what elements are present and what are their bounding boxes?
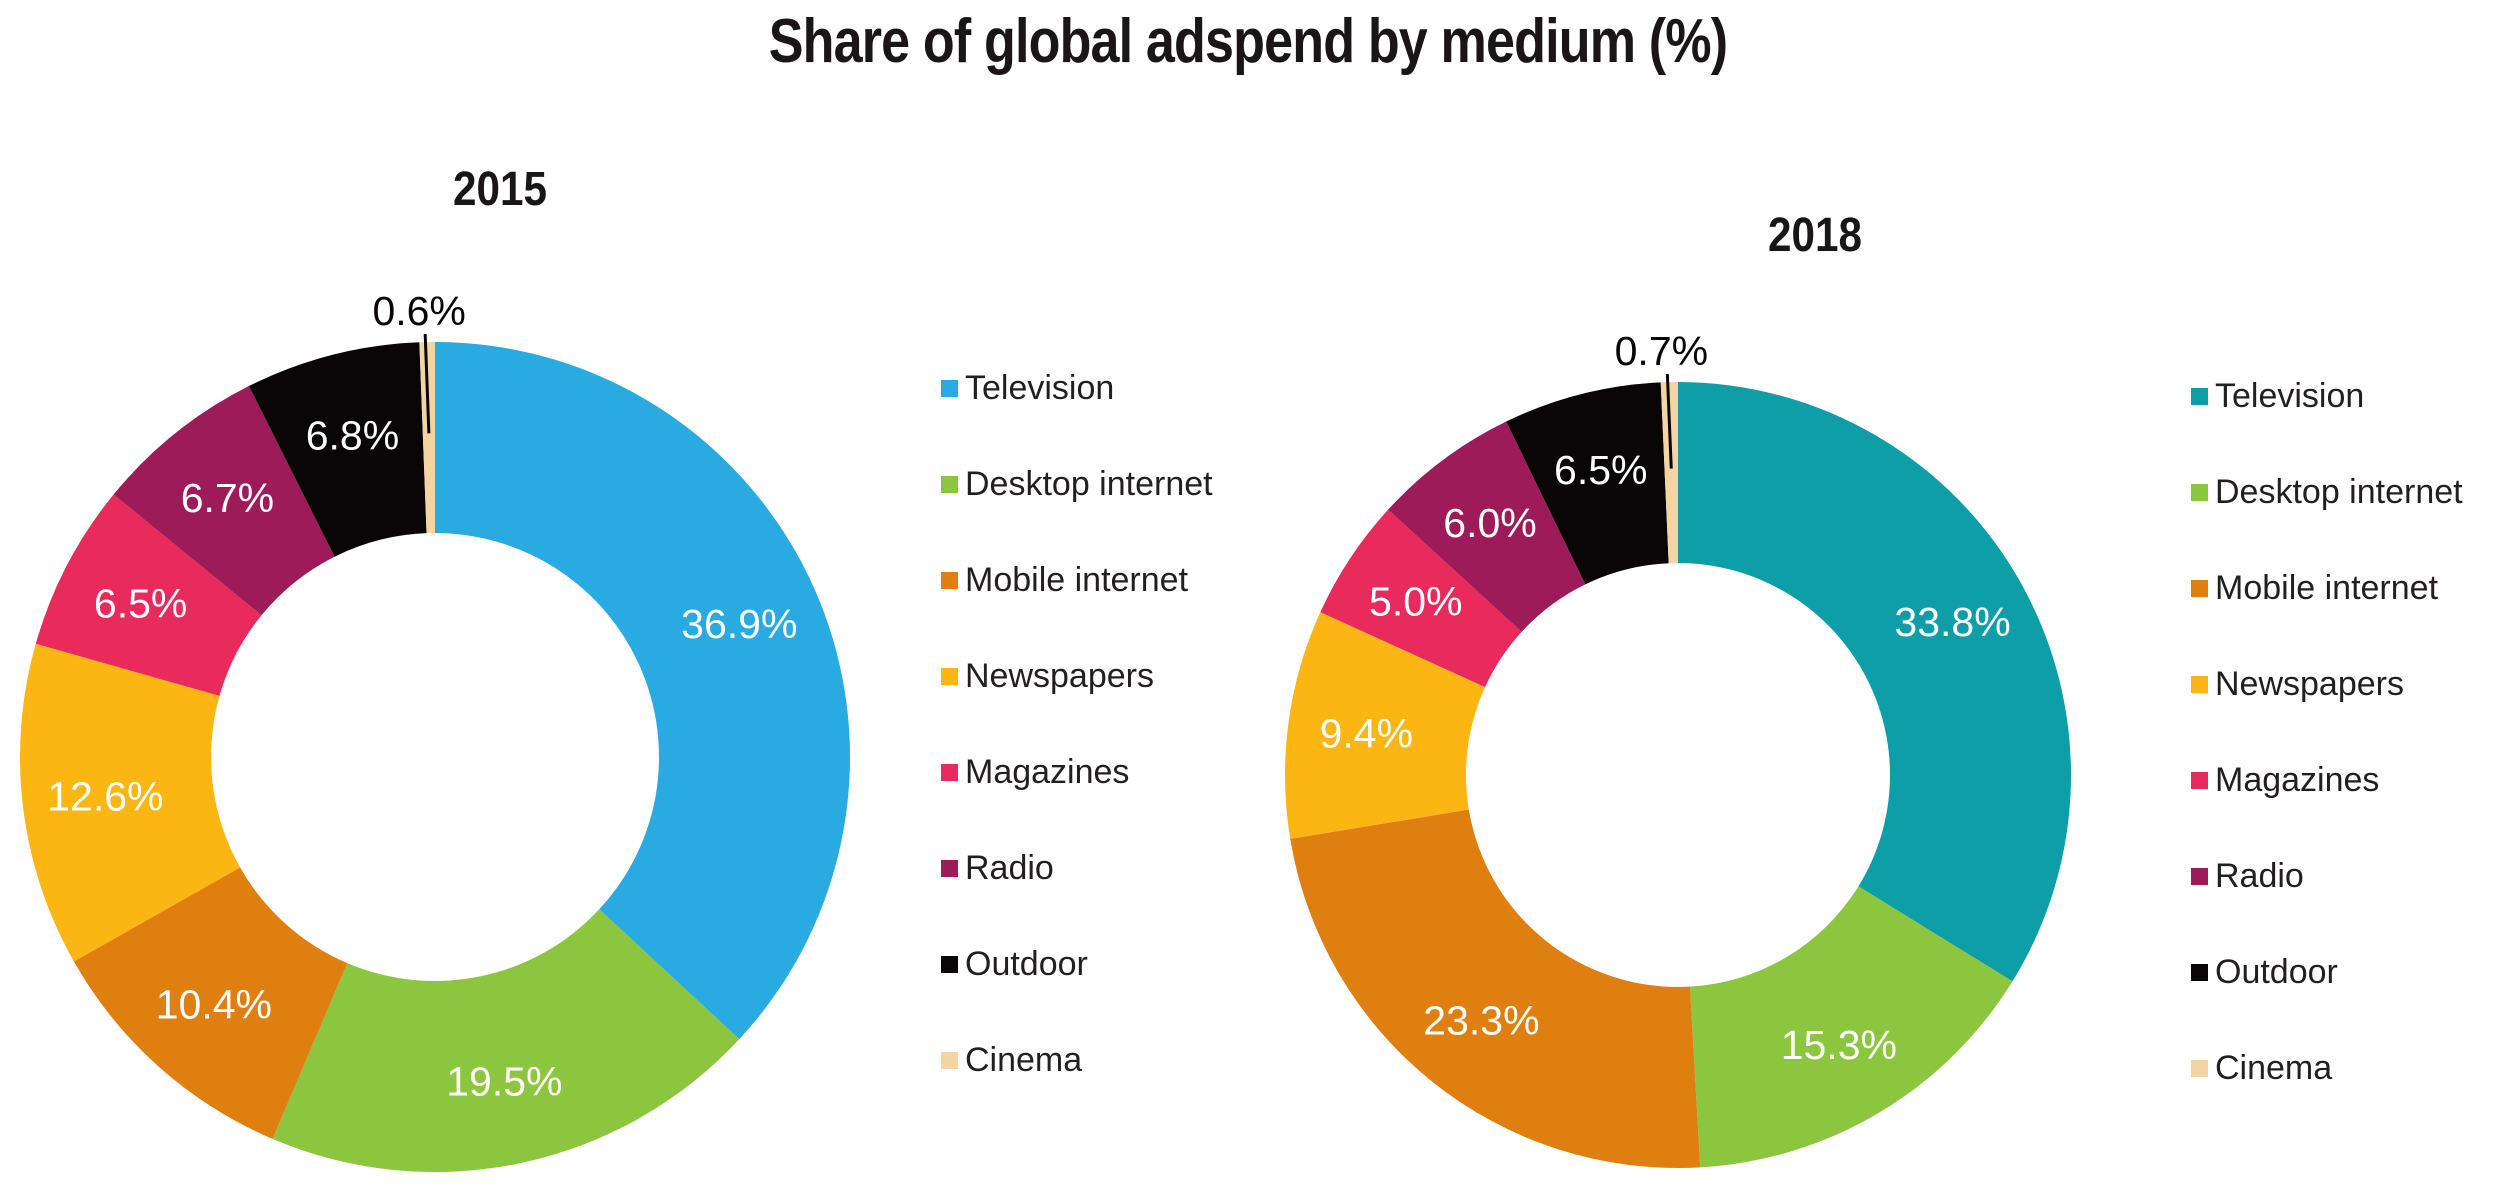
leader-line-cinema	[423, 333, 431, 434]
legend-2018: Television Desktop internet Mobile interne…	[2191, 348, 2463, 1116]
legend-item-radio: Radio	[2191, 828, 2463, 924]
slice-cinema	[419, 342, 435, 534]
legend-item-desktop-internet: Desktop internet	[2191, 444, 2463, 540]
legend-swatch-outdoor-icon	[941, 955, 958, 973]
legend-label-newspapers: Newspapers	[965, 656, 1154, 695]
legend-item-newspapers: Newspapers	[941, 628, 1213, 724]
legend-swatch-outdoor-icon	[2191, 963, 2208, 981]
legend-item-desktop-internet: Desktop internet	[941, 436, 1213, 532]
legend-item-outdoor: Outdoor	[941, 916, 1213, 1012]
slice-outdoor	[1506, 382, 1669, 585]
legend-item-cinema: Cinema	[941, 1012, 1213, 1108]
legend-item-cinema: Cinema	[2191, 1020, 2463, 1116]
legend-swatch-radio-icon	[2191, 867, 2208, 885]
legend-item-television: Television	[2191, 348, 2463, 444]
value-label-outdoor: 6.5%	[1554, 447, 1647, 493]
slice-magazines	[35, 494, 262, 696]
legend-item-magazines: Magazines	[941, 724, 1213, 820]
donut-chart-2018: 33.8% 15.3% 23.3% 9.4% 5.0% 6.0% 6.5% 0.7%	[1285, 328, 2071, 1168]
legend-label-radio: Radio	[965, 848, 1054, 887]
legend-swatch-cinema-icon	[2191, 1059, 2208, 1077]
slice-newspapers	[1285, 612, 1486, 839]
legend-label-desktop-internet: Desktop internet	[2215, 472, 2463, 511]
value-label-radio: 6.7%	[181, 475, 274, 521]
chart-title-2015: 2015	[453, 163, 547, 216]
legend-label-desktop-internet: Desktop internet	[965, 464, 1213, 503]
value-label-mobile-internet: 10.4%	[156, 982, 272, 1028]
legend-label-newspapers: Newspapers	[2215, 664, 2404, 703]
legend-item-outdoor: Outdoor	[2191, 924, 2463, 1020]
legend-swatch-cinema-icon	[941, 1051, 958, 1069]
slice-mobile-internet	[1290, 809, 1701, 1168]
legend-swatch-desktop-internet-icon	[2191, 483, 2208, 501]
legend-swatch-mobile-internet-icon	[941, 571, 958, 589]
slice-desktop-internet	[1689, 886, 2013, 1168]
slice-television	[435, 342, 850, 1040]
legend-label-television: Television	[965, 368, 1115, 407]
value-label-television: 36.9%	[681, 601, 797, 647]
value-label-mobile-internet: 23.3%	[1423, 997, 1539, 1043]
legend-label-television: Television	[2215, 376, 2365, 415]
legend-item-mobile-internet: Mobile internet	[941, 532, 1213, 628]
value-label-cinema: 0.6%	[372, 288, 465, 334]
legend-label-mobile-internet: Mobile internet	[2215, 568, 2439, 607]
legend-item-television: Television	[941, 340, 1213, 436]
legend-label-outdoor: Outdoor	[965, 944, 1088, 983]
legend-swatch-radio-icon	[941, 859, 958, 877]
legend-swatch-mobile-internet-icon	[2191, 579, 2208, 597]
value-label-desktop-internet: 19.5%	[446, 1059, 562, 1105]
donut-chart-2015: 36.9% 19.5% 10.4% 12.6% 6.5% 6.7% 6.8% 0.6%	[20, 288, 850, 1172]
legend-swatch-desktop-internet-icon	[941, 475, 958, 493]
legend-swatch-television-icon	[2191, 387, 2208, 405]
legend-label-magazines: Magazines	[2215, 760, 2380, 799]
slice-magazines	[1320, 509, 1522, 688]
legend-item-mobile-internet: Mobile internet	[2191, 540, 2463, 636]
legend-label-radio: Radio	[2215, 856, 2304, 895]
slice-outdoor	[248, 342, 427, 557]
value-label-newspapers: 9.4%	[1320, 711, 1413, 757]
page-title: Share of global adspend by medium (%)	[768, 7, 1728, 76]
legend-label-cinema: Cinema	[965, 1040, 1083, 1079]
leader-line-cinema	[1665, 373, 1673, 469]
slice-newspapers	[20, 643, 241, 962]
value-label-radio: 6.0%	[1443, 500, 1536, 546]
slice-television	[1678, 382, 2071, 982]
chart-title-2018: 2018	[1768, 209, 1862, 262]
value-label-cinema: 0.7%	[1615, 328, 1708, 374]
value-label-magazines: 6.5%	[94, 580, 187, 626]
legend-swatch-newspapers-icon	[2191, 675, 2208, 693]
legend-item-radio: Radio	[941, 820, 1213, 916]
value-label-outdoor: 6.8%	[306, 412, 399, 458]
value-label-magazines: 5.0%	[1369, 579, 1462, 625]
legend-label-cinema: Cinema	[2215, 1048, 2333, 1087]
value-label-newspapers: 12.6%	[47, 774, 163, 820]
legend-swatch-newspapers-icon	[941, 667, 958, 685]
legend-swatch-magazines-icon	[2191, 771, 2208, 789]
legend-swatch-television-icon	[941, 379, 958, 397]
legend-label-mobile-internet: Mobile internet	[965, 560, 1189, 599]
legend-label-outdoor: Outdoor	[2215, 952, 2338, 991]
value-label-desktop-internet: 15.3%	[1781, 1022, 1897, 1068]
slice-mobile-internet	[73, 867, 348, 1139]
value-label-television: 33.8%	[1894, 599, 2010, 645]
legend-label-magazines: Magazines	[965, 752, 1130, 791]
slice-desktop-internet	[272, 909, 740, 1172]
legend-2015: Television Desktop internet Mobile interne…	[941, 340, 1213, 1108]
legend-item-newspapers: Newspapers	[2191, 636, 2463, 732]
slice-radio	[1388, 421, 1586, 632]
legend-swatch-magazines-icon	[941, 763, 958, 781]
slice-cinema	[1660, 382, 1678, 564]
legend-item-magazines: Magazines	[2191, 732, 2463, 828]
slice-radio	[113, 386, 335, 616]
